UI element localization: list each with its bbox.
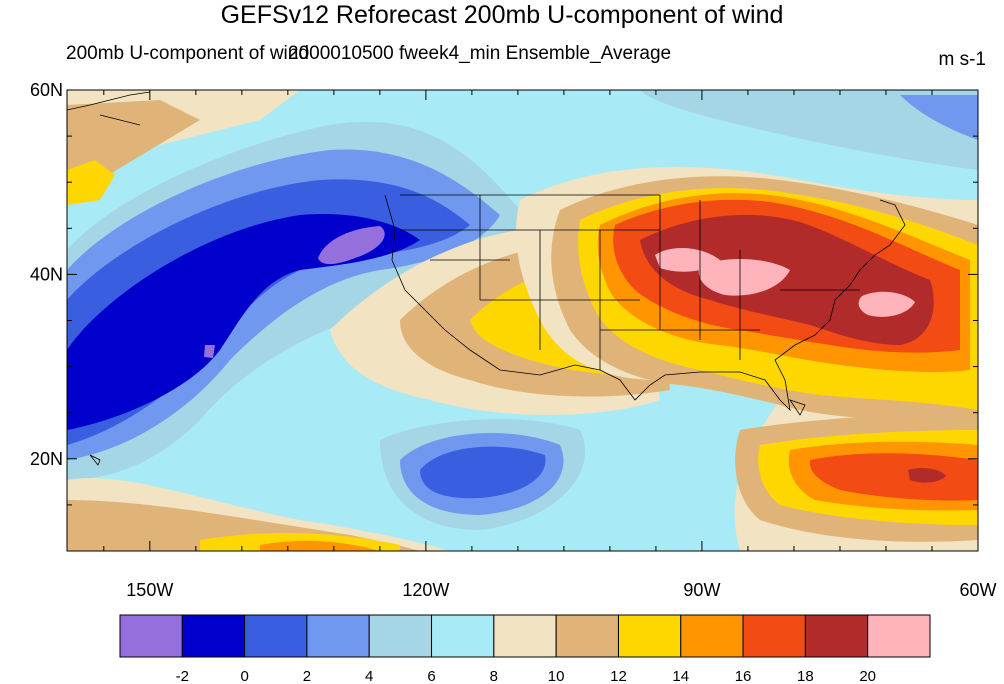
colorbar-label: 20: [859, 668, 876, 684]
x-tick-label: 90W: [683, 580, 720, 600]
colorbar-label: -2: [176, 668, 189, 684]
y-tick-label: 60N: [30, 80, 63, 100]
colorbar-swatch: [555, 614, 619, 658]
colorbar-swatch: [368, 614, 433, 658]
chart-title: GEFSv12 Reforecast 200mb U-component of …: [220, 1, 784, 29]
colorbar-swatch: [493, 614, 557, 658]
colorbar-swatch: [742, 614, 806, 658]
date-string: 20000105: [288, 43, 373, 64]
coastlines: [67, 91, 906, 466]
colorbar-swatch: [181, 614, 246, 658]
y-tick-label: 20N: [30, 449, 63, 469]
colorbar-label: 2: [303, 668, 311, 684]
left-string: 200mb U-component of wind: [66, 43, 309, 64]
colorbar-label: 0: [240, 668, 248, 684]
colorbar-label: 8: [490, 668, 498, 684]
contour-field: [67, 90, 978, 551]
colorbar-label: 16: [735, 668, 752, 684]
colorbar-swatch: [617, 614, 682, 658]
colorbar-swatch: [867, 614, 931, 658]
axis-tick-labels: 150W 120W 90W 60W 60N 40N 20N: [30, 80, 997, 600]
colorbar-label: 18: [797, 668, 814, 684]
colorbar-swatch: [306, 614, 370, 658]
colorbar-swatch: [119, 614, 183, 658]
colorbar-swatch: [804, 614, 869, 658]
center-string: 2000010500 fweek4_min Ensemble_Average: [288, 43, 671, 65]
y-tick-label: 40N: [30, 264, 63, 284]
colorbar-label: 10: [548, 668, 565, 684]
x-tick-label: 150W: [126, 580, 173, 600]
units-label: m s-1: [938, 49, 987, 70]
center-string-rest: 00 fweek4_min Ensemble_Average: [372, 43, 672, 64]
colorbar-label: 14: [672, 668, 689, 684]
colorbar-label: 6: [427, 668, 435, 684]
colorbar-swatch: [431, 614, 495, 658]
axis-ticks: [67, 89, 979, 552]
colorbar-swatch: [244, 614, 308, 658]
x-tick-label: 60W: [959, 580, 996, 600]
colorbar-label: 4: [365, 668, 373, 684]
colorbar-label: 12: [610, 668, 627, 684]
colorbar-swatch: [680, 614, 744, 658]
x-tick-label: 120W: [402, 580, 449, 600]
colorbar: -2 0 2 4 6 8 10 12 14 16 18 20: [119, 614, 931, 684]
